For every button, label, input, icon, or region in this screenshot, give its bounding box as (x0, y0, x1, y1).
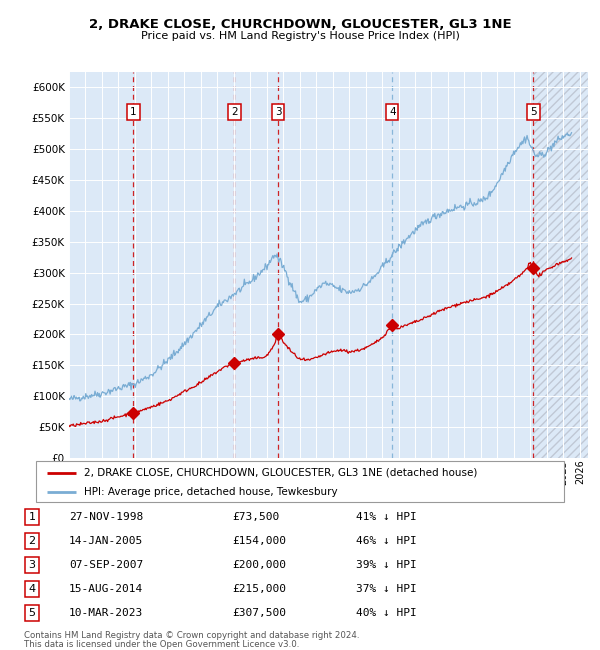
Text: 4: 4 (29, 584, 35, 594)
Text: 2, DRAKE CLOSE, CHURCHDOWN, GLOUCESTER, GL3 1NE (detached house): 2, DRAKE CLOSE, CHURCHDOWN, GLOUCESTER, … (83, 468, 477, 478)
Text: 2: 2 (231, 107, 238, 117)
Text: 41% ↓ HPI: 41% ↓ HPI (356, 512, 417, 522)
Bar (533, 72, 588, 458)
Text: 07-SEP-2007: 07-SEP-2007 (69, 560, 143, 570)
Text: 40% ↓ HPI: 40% ↓ HPI (356, 608, 417, 618)
Text: 5: 5 (29, 608, 35, 618)
Text: HPI: Average price, detached house, Tewkesbury: HPI: Average price, detached house, Tewk… (83, 487, 337, 497)
Bar (533, 72, 588, 458)
Text: 37% ↓ HPI: 37% ↓ HPI (356, 584, 417, 594)
Text: 2, DRAKE CLOSE, CHURCHDOWN, GLOUCESTER, GL3 1NE: 2, DRAKE CLOSE, CHURCHDOWN, GLOUCESTER, … (89, 18, 511, 31)
Text: This data is licensed under the Open Government Licence v3.0.: This data is licensed under the Open Gov… (24, 640, 299, 649)
Text: 5: 5 (530, 107, 537, 117)
Text: £154,000: £154,000 (232, 536, 286, 546)
Text: 3: 3 (29, 560, 35, 570)
Text: 1: 1 (130, 107, 137, 117)
Text: 4: 4 (389, 107, 395, 117)
Text: 1: 1 (29, 512, 35, 522)
Text: 3: 3 (275, 107, 281, 117)
Text: £73,500: £73,500 (232, 512, 280, 522)
Text: 14-JAN-2005: 14-JAN-2005 (69, 536, 143, 546)
Text: £215,000: £215,000 (232, 584, 286, 594)
Text: £307,500: £307,500 (232, 608, 286, 618)
Text: 27-NOV-1998: 27-NOV-1998 (69, 512, 143, 522)
Text: Contains HM Land Registry data © Crown copyright and database right 2024.: Contains HM Land Registry data © Crown c… (24, 630, 359, 640)
Text: Price paid vs. HM Land Registry's House Price Index (HPI): Price paid vs. HM Land Registry's House … (140, 31, 460, 41)
Text: 2: 2 (29, 536, 35, 546)
Text: 39% ↓ HPI: 39% ↓ HPI (356, 560, 417, 570)
Text: 46% ↓ HPI: 46% ↓ HPI (356, 536, 417, 546)
Text: 10-MAR-2023: 10-MAR-2023 (69, 608, 143, 618)
Text: 15-AUG-2014: 15-AUG-2014 (69, 584, 143, 594)
Text: £200,000: £200,000 (232, 560, 286, 570)
